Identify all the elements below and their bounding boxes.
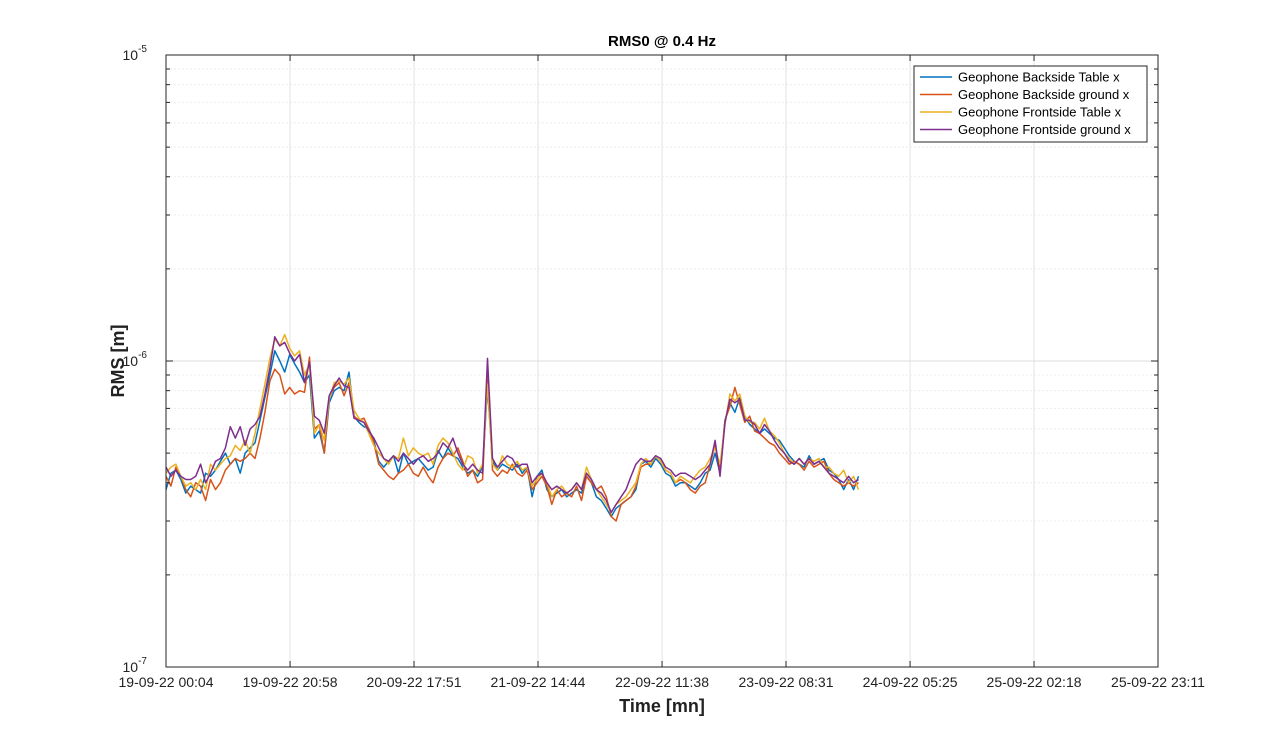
x-tick-label: 25-09-22 02:18 bbox=[987, 674, 1082, 690]
y-tick-labels: 10-7 10-6 10-5 bbox=[123, 44, 148, 675]
y-tick-label: 10-7 bbox=[123, 656, 148, 675]
series-lines bbox=[165, 333, 860, 522]
x-tick-labels: 19-09-22 00:04 19-09-22 20:58 20-09-22 17:… bbox=[119, 674, 1206, 690]
legend-label: Geophone Backside ground x bbox=[958, 87, 1130, 102]
x-tick-label: 20-09-22 17:51 bbox=[367, 674, 462, 690]
series-line bbox=[165, 336, 859, 514]
x-tick-label: 19-09-22 20:58 bbox=[243, 674, 338, 690]
legend-label: Geophone Backside Table x bbox=[958, 70, 1120, 85]
axis-ticks bbox=[165, 54, 1159, 668]
x-tick-label: 23-09-22 08:31 bbox=[739, 674, 834, 690]
series-line bbox=[165, 333, 860, 514]
x-tick-label: 22-09-22 11:38 bbox=[615, 674, 709, 690]
x-tick-label: 25-09-22 23:11 bbox=[1111, 674, 1205, 690]
y-tick-label: 10-6 bbox=[123, 350, 148, 369]
legend-label: Geophone Frontside Table x bbox=[958, 105, 1122, 120]
legend-label: Geophone Frontside ground x bbox=[958, 122, 1131, 137]
legend: Geophone Backside Table x Geophone Backsi… bbox=[913, 65, 1148, 143]
y-tick-label: 10-5 bbox=[123, 44, 148, 63]
chart-title: RMS0 @ 0.4 Hz bbox=[608, 33, 716, 50]
x-axis-label: Time [mn] bbox=[619, 696, 705, 716]
legend-box bbox=[913, 65, 1148, 143]
x-tick-label: 24-09-22 05:25 bbox=[863, 674, 958, 690]
x-tick-label: 19-09-22 00:04 bbox=[119, 674, 214, 690]
grid bbox=[166, 55, 1158, 667]
x-tick-label: 21-09-22 14:44 bbox=[491, 674, 586, 690]
y-axis-label: RMS [m] bbox=[108, 325, 128, 398]
